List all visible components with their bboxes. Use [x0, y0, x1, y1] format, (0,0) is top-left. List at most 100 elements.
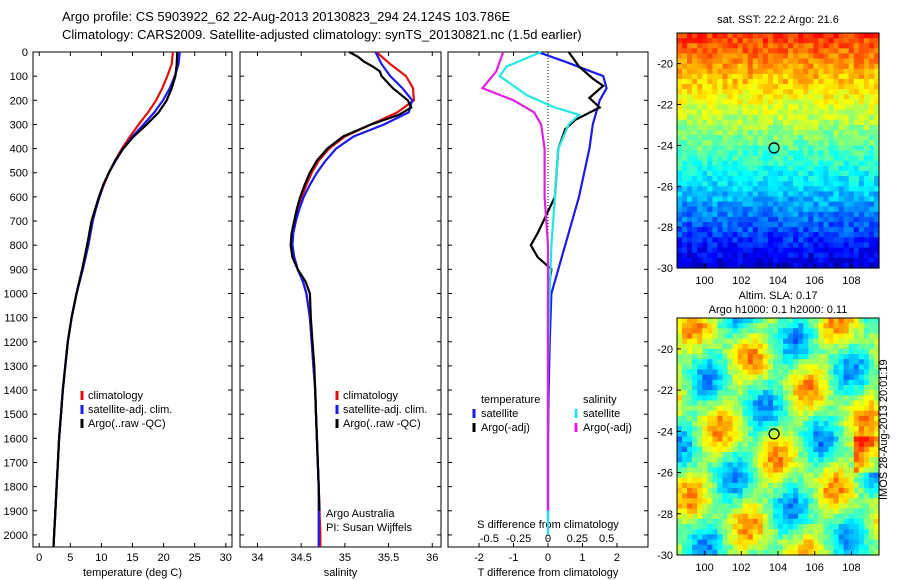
heatmap-cell — [788, 262, 794, 269]
heatmap-cell — [853, 493, 860, 499]
heatmap-cell — [722, 524, 729, 530]
heatmap-cell — [868, 181, 875, 187]
heatmap-cell — [828, 400, 835, 407]
heatmap-cell — [717, 114, 723, 121]
heatmap-cell — [717, 513, 723, 520]
heatmap-cell — [682, 379, 688, 386]
heatmap-cell — [677, 390, 683, 396]
heatmap-cell — [843, 549, 850, 556]
heatmap-cell — [778, 43, 784, 49]
heatmap-cell — [803, 140, 809, 146]
heatmap-cell — [747, 328, 754, 335]
heatmap-cell — [783, 318, 789, 324]
heatmap-cell — [737, 33, 744, 39]
heatmap-cell — [828, 477, 835, 484]
heatmap-cell — [863, 343, 870, 350]
heatmap-cell — [677, 421, 683, 427]
heatmap-cell — [818, 395, 824, 402]
heatmap-cell — [727, 477, 734, 484]
heatmap-cell — [818, 63, 824, 70]
heatmap-cell — [818, 441, 824, 448]
heatmap-cell — [742, 181, 749, 187]
heatmap-cell — [783, 446, 789, 453]
heatmap-cell — [808, 544, 814, 551]
heatmap-cell — [742, 73, 749, 80]
heatmap-cell — [783, 84, 789, 90]
heatmap-cell — [737, 125, 744, 131]
heatmap-cell — [737, 94, 744, 100]
heatmap-cell — [677, 534, 683, 541]
heatmap-cell — [793, 242, 799, 249]
heatmap-cell — [848, 257, 855, 264]
heatmap-cell — [757, 227, 764, 233]
heatmap-cell — [853, 390, 860, 396]
heatmap-cell — [853, 130, 860, 136]
heatmap-cell — [788, 94, 794, 100]
heatmap-cell — [803, 415, 809, 422]
heatmap-cell — [793, 58, 799, 65]
heatmap-cell — [838, 48, 845, 54]
heatmap-cell — [677, 400, 683, 407]
heatmap-cell — [848, 328, 855, 335]
y-tick-label: 1200 — [4, 337, 28, 349]
heatmap-cell — [682, 338, 688, 345]
heatmap-cell — [803, 395, 809, 402]
heatmap-cell — [697, 369, 703, 376]
heatmap-cell — [863, 53, 870, 60]
heatmap-cell — [798, 348, 804, 355]
heatmap-cell — [697, 63, 703, 70]
heatmap-cell — [717, 89, 723, 95]
heatmap-cell — [692, 155, 698, 162]
heatmap-cell — [752, 94, 759, 100]
heatmap-cell — [833, 348, 840, 355]
heatmap-cell — [868, 539, 875, 546]
heatmap-cell — [712, 385, 718, 391]
heatmap-cell — [808, 109, 814, 116]
heatmap-cell — [778, 452, 784, 458]
heatmap-cell — [767, 452, 774, 458]
heatmap-cell — [813, 33, 819, 39]
heatmap-cell — [778, 385, 784, 391]
heatmap-cell — [828, 488, 835, 494]
heatmap-cell — [692, 191, 698, 198]
heatmap-cell — [682, 84, 688, 90]
heatmap-cell — [677, 196, 683, 203]
heatmap-cell — [838, 410, 845, 417]
heatmap-cell — [737, 196, 744, 203]
heatmap-cell — [677, 348, 683, 355]
heatmap-cell — [778, 318, 784, 324]
heatmap-cell — [808, 257, 814, 264]
heatmap-cell — [818, 431, 824, 438]
heatmap-cell — [858, 524, 865, 530]
heatmap-cell — [762, 170, 769, 177]
heatmap-cell — [858, 63, 865, 70]
heatmap-cell — [808, 237, 814, 243]
heatmap-cell — [742, 135, 749, 141]
heatmap-cell — [808, 503, 814, 510]
heatmap-cell — [874, 549, 880, 556]
heatmap-cell — [818, 467, 824, 474]
heatmap-cell — [863, 544, 870, 551]
heatmap-cell — [742, 508, 749, 515]
heatmap-cell — [747, 242, 754, 249]
heatmap-cell — [677, 48, 683, 54]
heatmap-cell — [853, 257, 860, 264]
heatmap-cell — [717, 38, 723, 44]
heatmap-cell — [682, 508, 688, 515]
heatmap-cell — [848, 89, 855, 95]
heatmap-cell — [702, 348, 708, 355]
heatmap-cell — [798, 529, 804, 535]
heatmap-cell — [773, 338, 779, 345]
heatmap-cell — [773, 160, 779, 167]
heatmap-cell — [762, 145, 769, 152]
heatmap-cell — [727, 508, 734, 515]
heatmap-cell — [843, 503, 850, 510]
heatmap-cell — [697, 89, 703, 95]
heatmap-cell — [858, 544, 865, 551]
heatmap-cell — [722, 140, 729, 146]
heatmap-cell — [874, 247, 880, 254]
heatmap-cell — [722, 446, 729, 453]
heatmap-cell — [687, 222, 693, 228]
y-tick-label: 800 — [10, 240, 28, 252]
heatmap-cell — [793, 84, 799, 90]
